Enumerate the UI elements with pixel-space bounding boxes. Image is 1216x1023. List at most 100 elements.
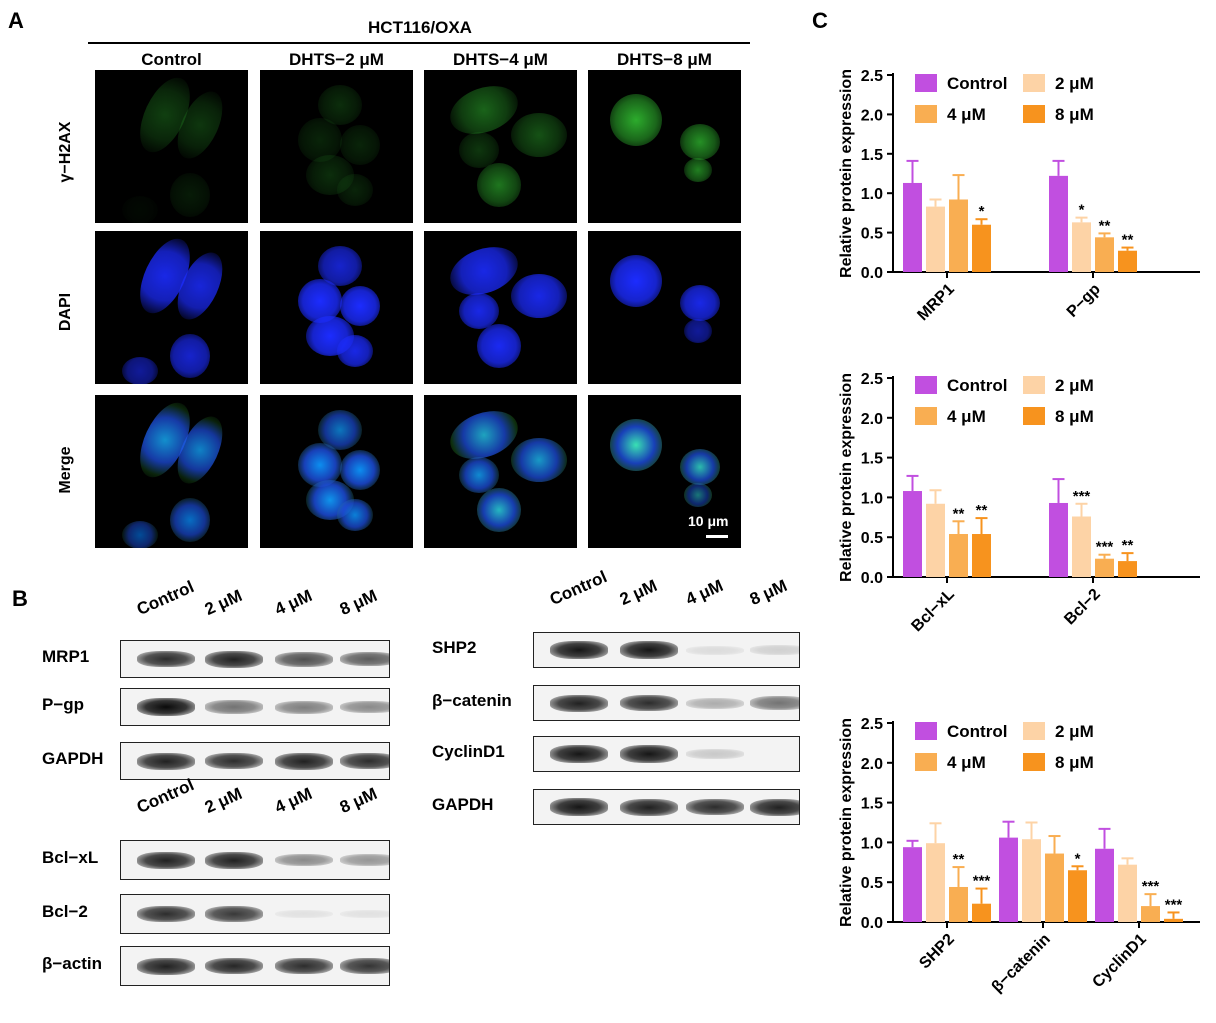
bar — [1095, 237, 1114, 272]
cell — [477, 163, 521, 207]
blot-label: β−actin — [42, 954, 102, 973]
col-header-dhts-8: DHTS−8 μM — [617, 50, 712, 69]
cell — [170, 334, 210, 378]
x-tick-label: MRP1 — [914, 281, 958, 325]
significance-mark: * — [1075, 850, 1081, 867]
micro-h2ax-control — [95, 70, 248, 223]
panel-a-title-rule — [88, 42, 750, 44]
bar — [926, 843, 945, 922]
cell — [298, 443, 342, 487]
bar — [1118, 864, 1137, 922]
x-tick-label: SHP2 — [916, 931, 958, 973]
blot-band — [205, 752, 263, 770]
bar — [1141, 906, 1160, 922]
y-tick-label: 1.0 — [861, 490, 883, 507]
bar — [903, 847, 922, 922]
bar — [903, 491, 922, 577]
bar — [949, 886, 968, 922]
blot-band — [750, 798, 799, 816]
cell — [340, 125, 380, 165]
y-tick-label: 2.0 — [861, 107, 883, 124]
blot-band — [275, 700, 333, 714]
blot-strip — [120, 894, 390, 934]
blot-band — [275, 853, 333, 867]
panel-letter-b: B — [12, 586, 28, 611]
legend-label: 4 μM — [947, 407, 986, 426]
legend-swatch — [915, 722, 937, 740]
legend-swatch — [915, 105, 937, 123]
legend-label: 8 μM — [1055, 407, 1094, 426]
y-tick-label: 2.5 — [861, 716, 883, 733]
legend-label: 4 μM — [947, 753, 986, 772]
bar — [1049, 175, 1068, 272]
blot-band — [620, 694, 678, 712]
significance-mark: ** — [976, 502, 988, 519]
cell — [170, 173, 210, 217]
legend-label: 2 μM — [1055, 722, 1094, 741]
blot-band — [275, 651, 333, 667]
bar — [1045, 853, 1064, 922]
cell — [680, 285, 720, 321]
blot-band — [205, 957, 263, 975]
y-tick-label: 1.5 — [861, 147, 883, 164]
x-tick-label: Bcl−2 — [1061, 586, 1104, 629]
x-tick-label: β−catenin — [989, 931, 1054, 996]
micro-h2ax-dhts-4 — [424, 70, 577, 223]
legend-swatch — [1023, 376, 1045, 394]
blot-label: Bcl−xL — [42, 848, 99, 867]
cell — [122, 521, 158, 548]
legend-swatch — [915, 407, 937, 425]
blot-band — [275, 909, 333, 919]
bar — [1095, 558, 1114, 577]
blot-band — [275, 957, 333, 975]
blot-strip — [533, 632, 800, 668]
legend-label: 2 μM — [1055, 376, 1094, 395]
x-tick-label: P−gp — [1064, 281, 1104, 321]
bar — [949, 199, 968, 272]
micro-merge-dhts-8: 10 μm — [588, 395, 741, 548]
cell — [459, 293, 499, 329]
legend-swatch — [1023, 74, 1045, 92]
y-tick-label: 2.0 — [861, 411, 883, 428]
blot-strip — [120, 742, 390, 780]
blot-band — [137, 957, 195, 975]
cell — [337, 499, 373, 531]
significance-mark: * — [979, 203, 985, 220]
cell — [610, 419, 662, 471]
bar — [1072, 516, 1091, 577]
cell — [511, 274, 567, 318]
cell — [511, 113, 567, 157]
cell — [680, 449, 720, 485]
blot-label: GAPDH — [432, 795, 494, 814]
col-header-dhts-2: DHTS−2 μM — [289, 50, 384, 69]
bar — [972, 224, 991, 272]
x-tick-label: Bcl−xL — [908, 586, 958, 636]
micro-dapi-control — [95, 231, 248, 384]
cell — [610, 94, 662, 146]
y-tick-label: 0.0 — [861, 570, 883, 587]
panel-a-title: HCT116/OXA — [368, 18, 472, 37]
blot-band — [686, 697, 744, 709]
blot-strip — [533, 685, 800, 721]
blot-band — [550, 798, 608, 816]
bar — [903, 182, 922, 272]
blot-band — [340, 854, 389, 866]
bar — [1049, 502, 1068, 577]
cell — [170, 498, 210, 542]
blot-strip — [120, 840, 390, 880]
blot-band — [550, 745, 608, 763]
significance-mark: ** — [1122, 232, 1134, 249]
cell — [298, 118, 342, 162]
cell — [122, 357, 158, 384]
blot-band — [750, 696, 799, 710]
blot-label: Bcl−2 — [42, 902, 88, 921]
bar — [1072, 222, 1091, 272]
bar — [972, 903, 991, 922]
legend-swatch — [1023, 753, 1045, 771]
significance-mark: *** — [973, 873, 991, 890]
significance-mark: ** — [1122, 537, 1134, 554]
legend-swatch — [1023, 105, 1045, 123]
cell — [337, 174, 373, 206]
blot-band — [550, 641, 608, 659]
blot-band — [137, 752, 195, 770]
